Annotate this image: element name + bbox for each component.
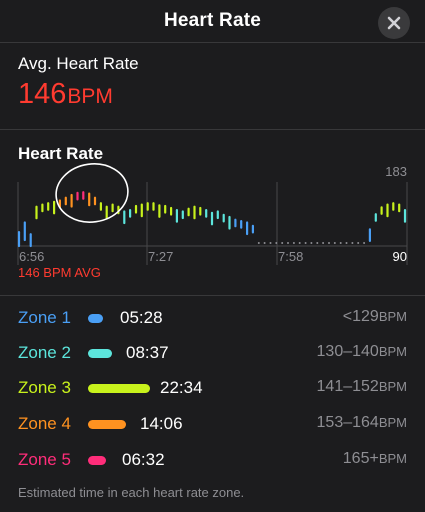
x-label-1: 6:56 <box>19 249 44 264</box>
zone-range: 141–152BPM <box>317 378 407 396</box>
gap-dot <box>363 242 366 244</box>
gap-dot <box>310 242 313 244</box>
gap-dot <box>287 242 289 244</box>
zone-bar <box>88 349 112 358</box>
section-divider <box>0 129 425 130</box>
zone-range: 153–164BPM <box>317 414 407 432</box>
zone-range-unit: BPM <box>378 415 407 430</box>
gap-dot <box>339 242 342 244</box>
gap-dot <box>263 242 266 244</box>
zone-row-3: Zone 3 22:34 141–152BPM <box>0 370 425 406</box>
close-button[interactable] <box>378 7 410 39</box>
zone-name: Zone 3 <box>18 378 71 397</box>
y-top-label: 183 <box>385 164 407 179</box>
zone-range-value: <129 <box>342 308 379 325</box>
gap-dot <box>333 242 336 244</box>
zone-time: 05:28 <box>120 308 163 327</box>
gap-dot <box>345 242 348 244</box>
zone-bar <box>88 420 126 429</box>
zone-range-unit: BPM <box>378 344 407 359</box>
close-x-icon <box>387 16 401 30</box>
zone-range-value: 130–140 <box>316 343 379 360</box>
gap-dot <box>316 242 319 244</box>
x-label-2: 7:27 <box>148 249 173 264</box>
zone-range-unit: BPM <box>378 309 407 324</box>
gap-dot <box>292 242 295 244</box>
zone-range-unit: BPM <box>378 451 407 466</box>
zone-row-5: Zone 5 06:32 165+BPM <box>0 442 425 478</box>
zone-range-unit: BPM <box>378 379 407 394</box>
heart-rate-marks <box>17 191 407 248</box>
avg-heart-rate-number: 146 <box>18 78 67 110</box>
zone-time: 08:37 <box>126 343 169 362</box>
zone-range-value: 165+ <box>342 450 379 467</box>
avg-heart-rate-value: 146BPM <box>18 78 113 111</box>
gap-dot <box>322 242 325 244</box>
chart-heading: Heart Rate <box>18 144 104 163</box>
zone-bar <box>88 384 150 393</box>
gap-dot <box>357 242 360 244</box>
gap-dot <box>275 242 278 244</box>
gap-dot <box>257 242 260 244</box>
y-bottom-label: 90 <box>393 249 407 264</box>
zone-row-2: Zone 2 08:37 130–140BPM <box>0 335 425 371</box>
sheet-title: Heart Rate <box>163 10 262 31</box>
avg-heart-rate-label: Avg. Heart Rate <box>18 54 139 73</box>
footnote: Estimated time in each heart rate zone. <box>18 485 245 500</box>
zone-range: <129BPM <box>343 308 407 326</box>
avg-bpm-label: 146 BPM AVG <box>18 265 101 280</box>
zone-bar <box>88 456 106 465</box>
gap-dot <box>281 242 284 244</box>
zone-name: Zone 4 <box>18 414 71 433</box>
zone-bar <box>88 314 103 323</box>
zone-time: 14:06 <box>140 414 183 433</box>
zone-time: 06:32 <box>122 450 165 469</box>
zone-row-4: Zone 4 14:06 153–164BPM <box>0 406 425 442</box>
gap-dot <box>298 242 301 244</box>
gap-dot <box>351 242 354 244</box>
zone-time: 22:34 <box>160 378 203 397</box>
zone-name: Zone 5 <box>18 450 71 469</box>
zone-range: 165+BPM <box>343 450 407 468</box>
zone-range: 130–140BPM <box>317 343 407 361</box>
zone-name: Zone 2 <box>18 343 71 362</box>
zones-divider <box>0 295 425 296</box>
x-label-3: 7:58 <box>278 249 303 264</box>
heart-rate-chart-svg: 183 90 6:56 7:27 7:58 146 BPM AVG <box>17 163 408 280</box>
gap-dot <box>328 242 330 244</box>
zone-name: Zone 1 <box>18 308 71 327</box>
gap-dot <box>269 242 272 244</box>
annotation-circle <box>55 163 129 223</box>
zone-range-value: 153–164 <box>316 414 379 431</box>
zone-row-1: Zone 1 05:28 <129BPM <box>0 300 425 336</box>
header-divider <box>0 42 425 43</box>
gap-dot <box>304 242 307 244</box>
zone-range-value: 141–152 <box>316 378 379 395</box>
avg-heart-rate-unit: BPM <box>67 85 113 108</box>
heart-rate-chart: 183 90 6:56 7:27 7:58 146 BPM AVG <box>0 160 425 290</box>
